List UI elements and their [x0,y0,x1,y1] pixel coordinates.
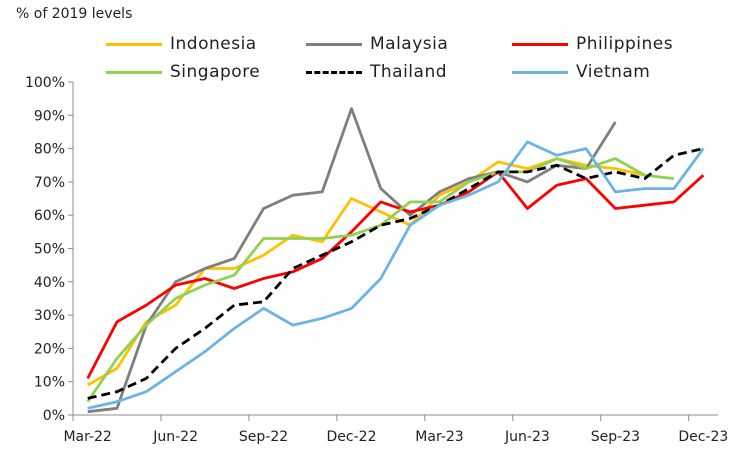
legend-swatch-philippines [512,42,568,46]
y-tick-label: 70% [34,175,65,191]
y-tick-label: 60% [34,208,65,224]
y-tick-label: 100% [25,75,65,91]
series-line-thailand [87,147,704,400]
y-tick-label: 0% [43,408,65,424]
x-tick-label: Mar-22 [63,429,111,445]
y-tick-label: 40% [34,275,65,291]
y-tick-label: 10% [34,375,65,391]
chart-legend: Indonesia Malaysia Philippines Singapore Tha… [106,33,716,83]
series-line-vietnam [87,140,705,410]
legend-item-thailand: Thailand [306,61,512,83]
legend-label-singapore: Singapore [170,62,261,82]
legend-swatch-vietnam [512,70,568,74]
y-tick-label: 80% [34,142,65,158]
x-tick-label: Dec-22 [327,429,377,445]
y-tick-label: 90% [34,108,65,124]
series-line-philippines [86,170,705,380]
legend-label-thailand: Thailand [370,62,448,82]
x-tick-label: Dec-23 [678,429,728,445]
legend-item-vietnam: Vietnam [512,61,716,83]
x-tick-label: Sep-23 [591,429,640,445]
series-line-malaysia [87,107,617,414]
legend-swatch-indonesia [106,42,162,46]
series-line-singapore [86,157,675,403]
y-tick-label: 50% [34,242,65,258]
x-tick-label: Mar-23 [415,429,463,445]
legend-swatch-malaysia [306,42,362,46]
x-tick-label: Sep-22 [239,429,288,445]
legend-label-indonesia: Indonesia [170,34,257,54]
legend-swatch-thailand [306,70,362,74]
legend-item-indonesia: Indonesia [106,33,306,55]
legend-item-philippines: Philippines [512,33,716,55]
legend-label-philippines: Philippines [576,34,674,54]
chart-unit-label: % of 2019 levels [16,6,133,22]
x-tick-label: Jun-23 [504,429,550,445]
legend-swatch-singapore [106,70,162,74]
y-tick-label: 30% [34,308,65,324]
legend-label-vietnam: Vietnam [576,62,651,82]
legend-item-singapore: Singapore [106,61,306,83]
legend-item-malaysia: Malaysia [306,33,512,55]
x-tick-label: Jun-22 [152,429,198,445]
legend-label-malaysia: Malaysia [370,34,449,54]
y-tick-label: 20% [34,341,65,357]
